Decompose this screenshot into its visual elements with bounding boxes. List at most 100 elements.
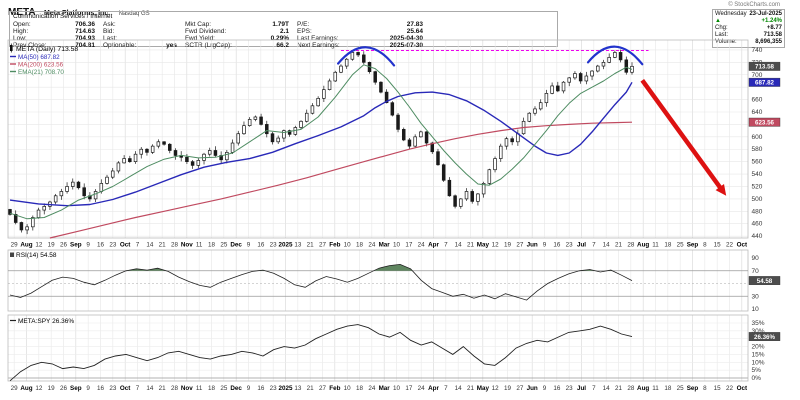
ratio-line — [9, 324, 633, 382]
quote-label: Ask: — [103, 21, 116, 28]
x-tick-label: 25 — [677, 385, 685, 392]
x-tick-label: 26 — [60, 242, 68, 249]
x-tick-label: Nov — [181, 242, 193, 249]
axis-label: 660 — [752, 97, 763, 104]
x-tick-label: 2025 — [278, 242, 293, 249]
ma50-line — [9, 81, 633, 207]
rsi-legend: RSI(14) 54.58 — [16, 252, 57, 259]
panel-border — [7, 249, 749, 312]
summary-value: 713.58 — [763, 32, 782, 38]
axis-label: 700 — [752, 72, 763, 79]
quote-label: P/E: — [297, 21, 310, 28]
quote-label: Fwd Dividend: — [185, 28, 227, 35]
x-tick-label: 26 — [60, 385, 68, 392]
x-tick-label: 11 — [196, 385, 203, 392]
x-tick-label: 18 — [664, 242, 672, 249]
x-tick-label: Sep — [687, 385, 699, 392]
x-tick-label: Mar — [379, 242, 391, 249]
x-tick-label: 12 — [492, 242, 500, 249]
last-value-text: 26.36% — [754, 334, 775, 341]
x-tick-label: 7 — [136, 385, 140, 392]
x-tick-label: 19 — [504, 242, 512, 249]
quote-label: Fwd Yield: — [185, 35, 215, 42]
x-tick-label: Sep — [70, 385, 82, 392]
summary-row: Volume: 8,696,355 — [715, 39, 782, 46]
x-tick-label: 2025 — [278, 385, 293, 392]
x-tick-label: 19 — [48, 385, 56, 392]
main-legend: META (Daily) 713.58 — [16, 46, 78, 53]
summary-row: Last: 713.58 — [715, 32, 782, 39]
quote-value: 714.63 — [75, 28, 95, 35]
x-tick-label: Oct — [737, 385, 748, 392]
x-tick-label: 29 — [11, 385, 19, 392]
x-tick-label: Dec — [230, 242, 242, 249]
x-tick-label: Apr — [428, 385, 439, 392]
x-tick-label: Jul — [577, 242, 586, 249]
x-tick-label: 9 — [543, 242, 547, 249]
x-tick-label: 14 — [603, 242, 611, 249]
axis-label: 560 — [752, 159, 763, 166]
sector-industry: Communication Services / Internet — [13, 13, 113, 20]
exchange-name: Nasdaq GS — [118, 11, 150, 17]
x-tick-label: Oct — [120, 385, 131, 392]
last-value-text: 687.82 — [755, 80, 774, 87]
x-tick-label: 22 — [726, 385, 734, 392]
axis-label: 90 — [752, 255, 760, 262]
x-tick-label: 8 — [703, 385, 707, 392]
last-value-text: 713.58 — [755, 64, 774, 71]
x-tick-label: 25 — [220, 385, 228, 392]
price-change-box: Wednesday 23-Jul-2025 ▲ +1.24% Chg: +8.77 Last… — [712, 9, 785, 48]
summary-row: Wednesday 23-Jul-2025 — [715, 11, 782, 18]
quote-label: Last Earnings: — [297, 35, 339, 42]
x-tick-label: 10 — [344, 242, 352, 249]
x-tick-label: 16 — [553, 385, 561, 392]
quote-value: 2.1 — [279, 28, 289, 35]
ticker-symbol: META — [8, 7, 36, 18]
summary-row: ▲ +1.24% — [715, 18, 782, 25]
x-tick-label: 9 — [86, 385, 90, 392]
axis-label: 500 — [752, 196, 763, 203]
x-tick-label: Nov — [181, 385, 193, 392]
summary-value: +1.24% — [761, 18, 782, 24]
summary-label: Last: — [715, 32, 729, 38]
rsi-overbought-fill — [373, 264, 413, 271]
x-tick-label: 10 — [344, 385, 352, 392]
ema21-legend: EMA(21) 708.70 — [18, 69, 64, 76]
x-tick-label: Feb — [329, 385, 340, 392]
x-tick-label: 9 — [247, 242, 251, 249]
axis-label: 5% — [752, 367, 762, 374]
ema21-line — [9, 64, 633, 220]
axis-label: 580 — [752, 146, 763, 153]
quote-label: Last: — [103, 35, 118, 42]
x-tick-label: 25 — [677, 242, 685, 249]
candlesticks — [8, 49, 634, 235]
x-tick-label: 25 — [220, 242, 228, 249]
summary-value: 23-Jul-2025 — [749, 11, 782, 17]
x-tick-label: 27 — [516, 385, 524, 392]
x-tick-label: 21 — [159, 242, 167, 249]
x-tick-label: 16 — [97, 385, 105, 392]
x-tick-label: 10 — [393, 385, 401, 392]
last-value-text: 54.58 — [757, 278, 773, 285]
x-tick-label: Aug — [637, 385, 649, 392]
axis-label: 480 — [752, 208, 763, 215]
x-tick-label: 22 — [726, 242, 734, 249]
quote-label: Next Earnings: — [297, 42, 340, 49]
last-value-box — [748, 276, 781, 285]
rsi-icon — [10, 252, 14, 257]
x-tick-label: 21 — [467, 242, 475, 249]
quote-value: 27.83 — [406, 21, 423, 28]
x-tick-label: 18 — [356, 385, 364, 392]
x-tick-label: 12 — [492, 385, 500, 392]
x-tick-label: 24 — [418, 242, 426, 249]
x-tick-label: 13 — [294, 242, 302, 249]
top-arc-annotation — [586, 45, 644, 66]
copyright-text: © StockCharts.com — [728, 2, 780, 8]
x-tick-label: 29 — [11, 242, 19, 249]
ratio-legend: META:SPY 26.36% — [18, 318, 74, 325]
x-tick-label: 12 — [35, 385, 43, 392]
x-tick-label: 11 — [652, 242, 659, 249]
x-tick-label: 24 — [368, 385, 376, 392]
x-tick-label: 16 — [553, 242, 561, 249]
x-tick-label: 15 — [714, 385, 722, 392]
